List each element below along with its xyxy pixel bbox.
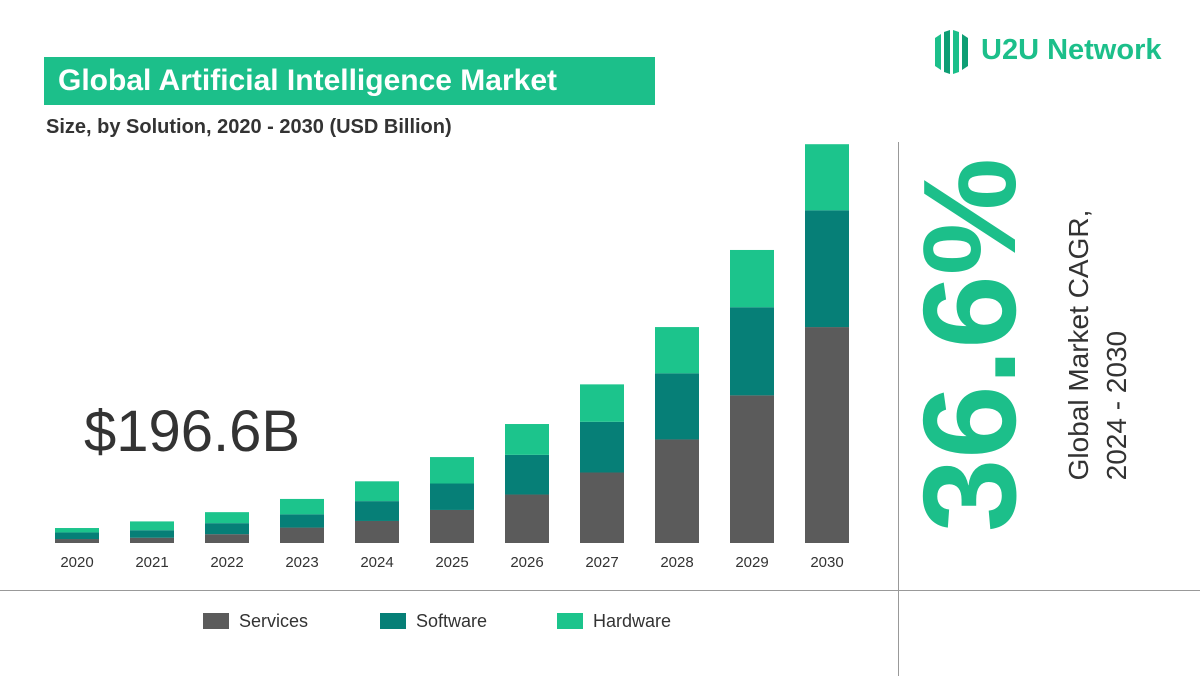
- legend-label-software: Software: [416, 610, 488, 631]
- bar-hardware-2023: [280, 498, 324, 515]
- x-tick-label-2026: 2026: [510, 554, 543, 571]
- bar-software-2030: [805, 210, 849, 328]
- bar-software-2025: [430, 483, 474, 510]
- bar-services-2022: [205, 534, 249, 543]
- bar-software-2026: [505, 454, 549, 495]
- bar-software-2024: [355, 501, 399, 521]
- bar-software-2022: [205, 523, 249, 535]
- legend-label-services: Services: [239, 610, 309, 631]
- x-tick-label-2028: 2028: [660, 554, 693, 571]
- vertical-divider: [898, 142, 899, 676]
- bar-services-2023: [280, 527, 324, 543]
- x-tick-label-2020: 2020: [60, 554, 93, 571]
- bar-services-2027: [580, 472, 624, 543]
- bar-hardware-2022: [205, 512, 249, 524]
- x-tick-label-2023: 2023: [285, 554, 318, 571]
- bar-services-2025: [430, 509, 474, 543]
- cagr-label: Global Market CAGR, 2024 - 2030: [1060, 210, 1136, 481]
- x-tick-label-2030: 2030: [810, 554, 843, 571]
- x-tick-label-2021: 2021: [135, 554, 168, 571]
- x-tick-label-2027: 2027: [585, 554, 618, 571]
- bar-hardware-2026: [505, 424, 549, 455]
- x-tick-label-2024: 2024: [360, 554, 393, 571]
- bar-hardware-2029: [730, 249, 774, 308]
- bar-software-2020: [55, 532, 99, 540]
- brand-logo: U2U Network: [933, 28, 1173, 78]
- market-size-value: $196.6B: [84, 399, 301, 464]
- bar-software-2023: [280, 514, 324, 528]
- legend-swatch-services: [203, 613, 229, 629]
- cagr-label-line1: Global Market CAGR,: [1063, 209, 1094, 481]
- bar-software-2027: [580, 421, 624, 473]
- bar-hardware-2024: [355, 481, 399, 502]
- bar-hardware-2021: [130, 521, 174, 531]
- horizontal-divider: [0, 590, 1200, 591]
- bar-hardware-2030: [805, 144, 849, 211]
- bar-hardware-2027: [580, 384, 624, 422]
- x-tick-label-2025: 2025: [435, 554, 468, 571]
- bar-hardware-2028: [655, 327, 699, 374]
- bar-services-2029: [730, 395, 774, 543]
- bar-hardware-2025: [430, 457, 474, 484]
- bar-services-2024: [355, 520, 399, 543]
- cagr-label-line2: 2024 - 2030: [1101, 330, 1132, 481]
- bar-services-2030: [805, 327, 849, 543]
- legend-item-hardware: Hardware: [557, 606, 671, 636]
- bar-services-2028: [655, 439, 699, 543]
- bar-software-2029: [730, 307, 774, 396]
- bar-services-2026: [505, 494, 549, 543]
- bar-hardware-2020: [55, 528, 99, 533]
- legend-item-software: Software: [380, 606, 487, 636]
- bar-software-2028: [655, 373, 699, 440]
- x-tick-label-2029: 2029: [735, 554, 768, 571]
- chart-title: Global Artificial Intelligence Market: [58, 64, 558, 97]
- bar-services-2020: [55, 539, 99, 543]
- legend-swatch-software: [380, 613, 406, 629]
- chart-subtitle: Size, by Solution, 2020 - 2030 (USD Bill…: [46, 116, 452, 138]
- u2u-logo-icon: [935, 30, 968, 74]
- bar-services-2021: [130, 537, 174, 543]
- x-tick-label-2022: 2022: [210, 554, 243, 571]
- legend-label-hardware: Hardware: [593, 610, 672, 631]
- cagr-value: 36.6%: [896, 157, 1043, 533]
- bar-software-2021: [130, 530, 174, 538]
- legend-swatch-hardware: [557, 613, 583, 629]
- brand-name: U2U Network: [981, 34, 1162, 66]
- stacked-bar-chart: 2020 2021 2022 2023 2024 2025 2026 2027 2028 2029…: [55, 144, 849, 571]
- title-banner: Global Artificial Intelligence Market: [44, 57, 655, 105]
- legend-item-services: Services: [203, 606, 308, 636]
